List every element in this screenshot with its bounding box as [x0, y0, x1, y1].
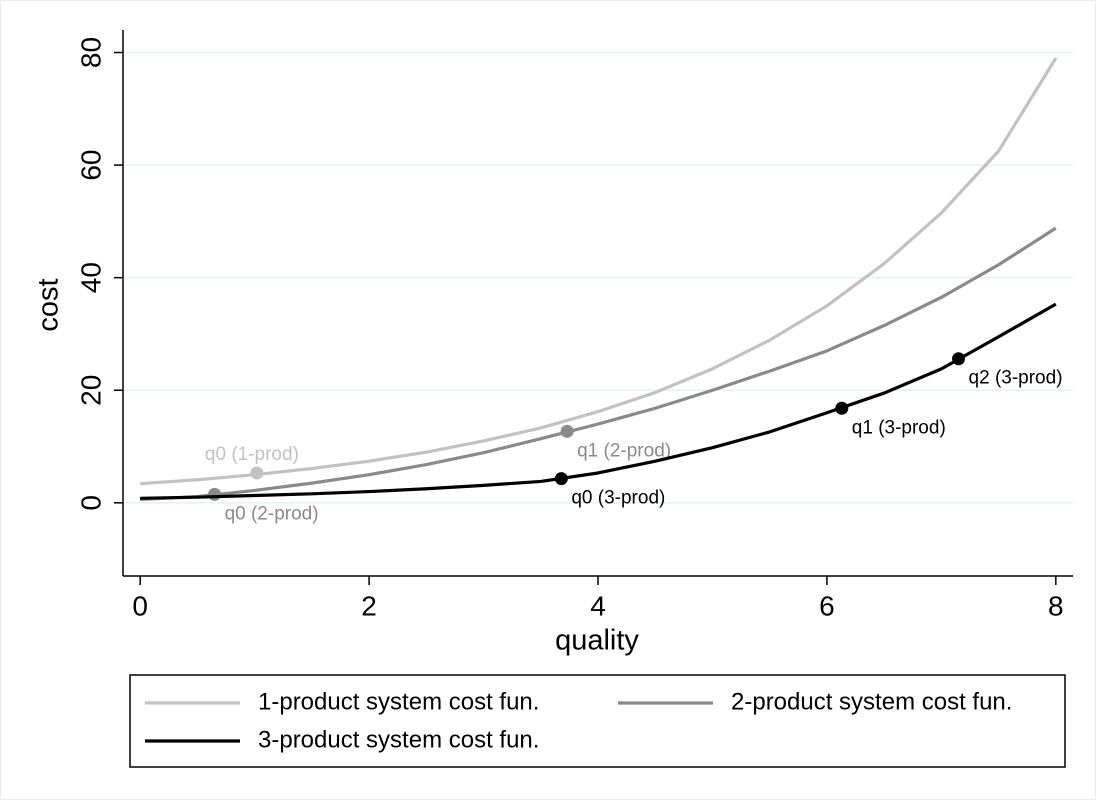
x-tick-label: 6	[819, 590, 835, 621]
legend-label: 1-product system cost fun.	[258, 688, 539, 715]
x-axis-label: quality	[555, 625, 639, 657]
point-marker	[554, 472, 568, 486]
point-marker	[208, 487, 222, 501]
point-marker	[835, 401, 849, 415]
legend	[129, 674, 1066, 768]
x-tick-label: 4	[590, 590, 606, 621]
x-tick-label: 8	[1048, 590, 1064, 621]
x-tick-label: 2	[361, 590, 377, 621]
point-marker	[952, 352, 966, 366]
point-label: q1 (3-prod)	[852, 417, 946, 438]
y-tick-label: 60	[75, 150, 106, 181]
point-label: q2 (3-prod)	[969, 368, 1063, 389]
series-line	[140, 57, 1058, 486]
y-tick-label: 20	[75, 375, 106, 406]
series-line	[140, 302, 1057, 500]
point-marker	[560, 424, 574, 438]
point-label: q0 (3-prod)	[571, 488, 665, 509]
point-marker	[250, 466, 264, 480]
y-tick-label: 40	[75, 262, 106, 293]
x-tick-label: 0	[132, 590, 148, 621]
point-label: q1 (2-prod)	[577, 440, 671, 461]
series-line	[140, 226, 1057, 502]
legend-label: 2-product system cost fun.	[731, 688, 1012, 715]
y-tick-label: 80	[75, 37, 106, 68]
point-label: q0 (1-prod)	[205, 444, 299, 465]
y-axis-label: cost	[33, 278, 65, 331]
point-label: q0 (2-prod)	[225, 503, 319, 524]
y-tick-label: 0	[75, 495, 106, 511]
legend-label: 3-product system cost fun.	[258, 726, 539, 753]
